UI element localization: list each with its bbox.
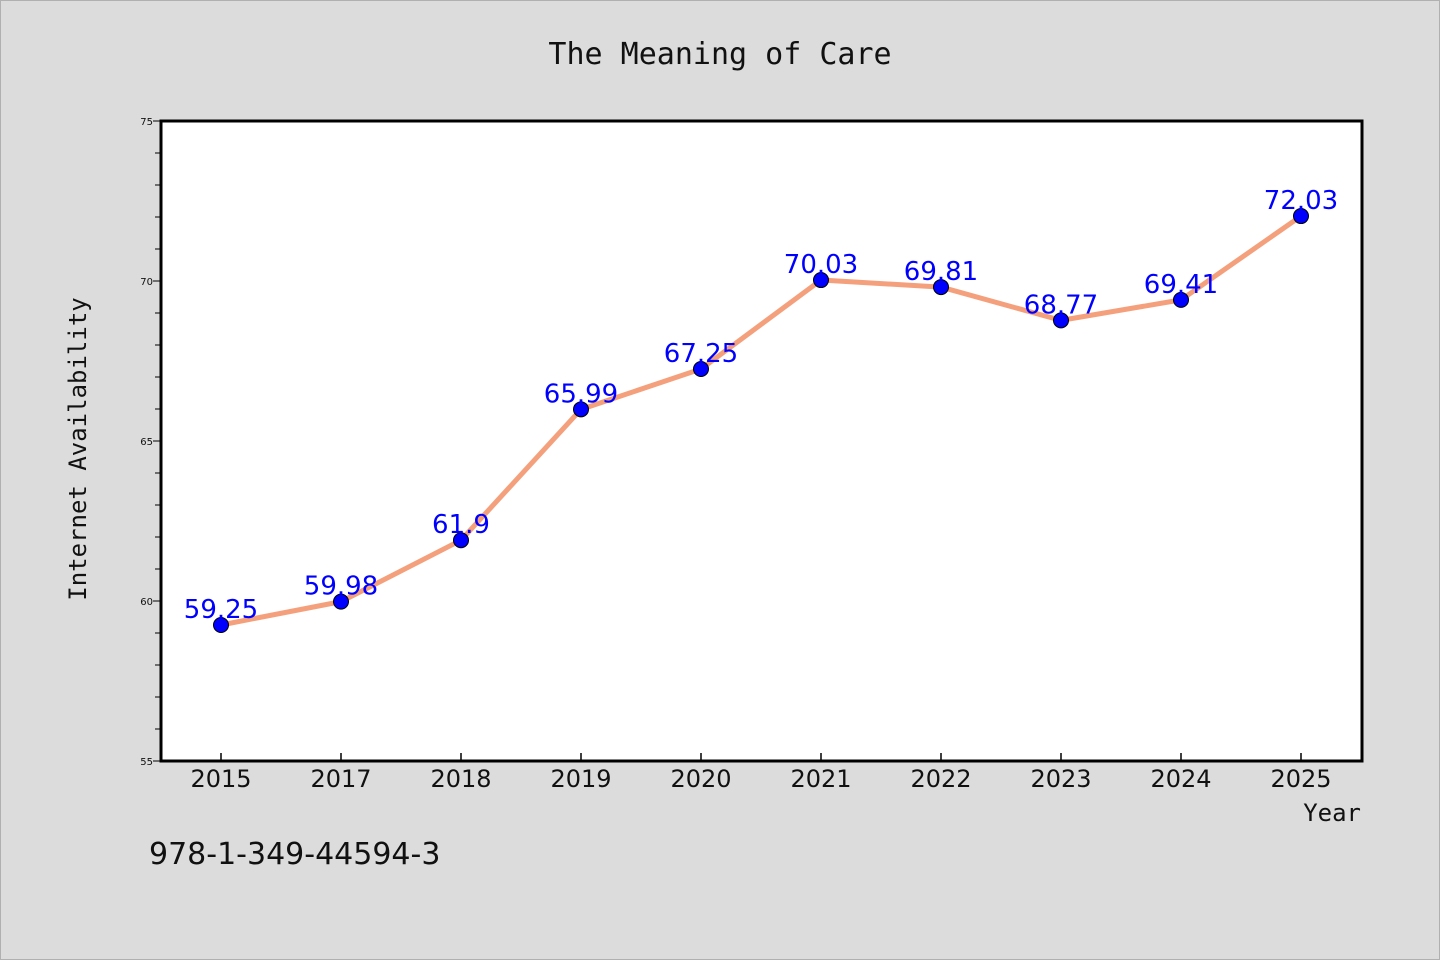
plot-area bbox=[159, 119, 1364, 763]
isbn-label: 978-1-349-44594-3 bbox=[149, 837, 440, 872]
series-line bbox=[218, 213, 1304, 628]
x-axis-title: Year bbox=[1303, 799, 1361, 827]
data-point bbox=[1173, 291, 1189, 308]
data-series: 59.25 59.98 61.9 65.99 67.25 70.03 69.81 68.77 6… bbox=[184, 186, 1338, 633]
data-label: 59.25 bbox=[184, 595, 258, 625]
x-tick-label: 2023 bbox=[1030, 765, 1091, 793]
data-label: 72.03 bbox=[1264, 186, 1338, 216]
data-label: 69.81 bbox=[904, 257, 978, 287]
data-point bbox=[573, 401, 589, 418]
x-tick-label: 2018 bbox=[430, 765, 491, 793]
x-axis-ticks: 2015 2017 2018 2019 2020 2021 2022 2023 2024 2025 bbox=[190, 753, 1332, 793]
data-point bbox=[453, 532, 469, 549]
y-tick-label: 75 bbox=[140, 117, 153, 128]
data-point bbox=[1053, 312, 1069, 329]
x-tick-label: 2022 bbox=[910, 765, 971, 793]
data-label: 59.98 bbox=[304, 572, 378, 602]
data-point bbox=[1293, 208, 1309, 225]
chart-title: The Meaning of Care bbox=[548, 37, 891, 72]
y-tick-label: 60 bbox=[140, 597, 153, 608]
data-label: 70.03 bbox=[784, 250, 858, 280]
data-label: 67.25 bbox=[664, 339, 738, 369]
x-tick-label: 2015 bbox=[190, 765, 251, 793]
x-tick-label: 2017 bbox=[310, 765, 371, 793]
x-tick-label: 2019 bbox=[550, 765, 611, 793]
y-axis-ticks: 55 60 65 70 75 bbox=[140, 117, 161, 768]
x-tick-label: 2024 bbox=[1150, 765, 1211, 793]
x-tick-label: 2025 bbox=[1270, 765, 1331, 793]
data-point bbox=[933, 279, 949, 296]
x-tick-label: 2020 bbox=[670, 765, 731, 793]
y-tick-label: 65 bbox=[140, 437, 153, 448]
data-label: 69.41 bbox=[1144, 270, 1218, 300]
data-point bbox=[813, 272, 829, 289]
y-tick-label: 70 bbox=[140, 277, 153, 288]
data-label: 61.9 bbox=[432, 510, 490, 540]
data-label: 68.77 bbox=[1024, 290, 1098, 320]
data-point bbox=[333, 593, 349, 610]
data-point bbox=[213, 617, 229, 633]
y-tick-label: 55 bbox=[140, 757, 153, 768]
y-axis-title: Internet Availability bbox=[64, 297, 92, 600]
x-tick-label: 2021 bbox=[790, 765, 851, 793]
data-point bbox=[693, 361, 709, 377]
data-label: 65.99 bbox=[544, 379, 618, 409]
